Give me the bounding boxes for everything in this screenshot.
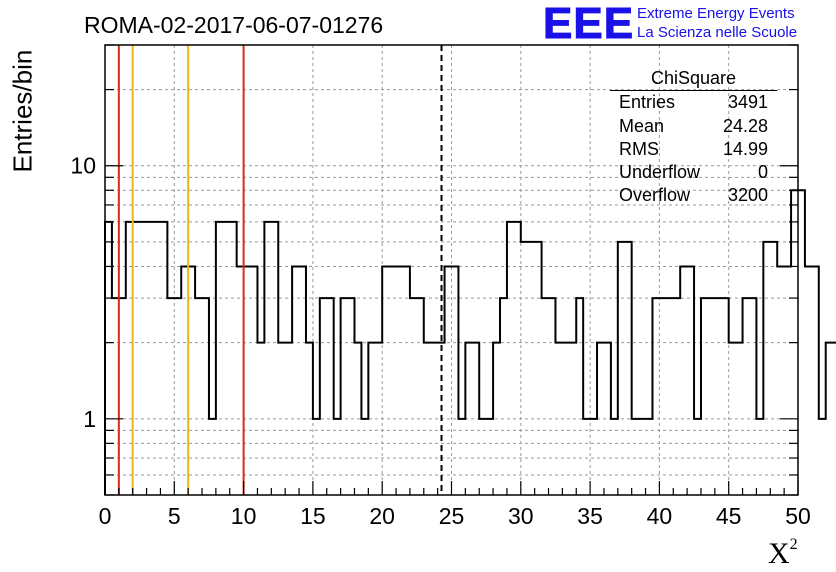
x-tick-label: 30 bbox=[508, 503, 534, 529]
x-tick-label: 20 bbox=[369, 503, 395, 529]
x-tick-label: 0 bbox=[99, 503, 112, 529]
y-tick-label: 10 bbox=[70, 153, 96, 179]
stats-label: Entries bbox=[619, 92, 676, 113]
x-tick-label: 5 bbox=[168, 503, 181, 529]
stats-row: Overflow 3200 bbox=[610, 184, 777, 207]
stats-row: Mean 24.28 bbox=[610, 115, 777, 138]
stats-label: Underflow bbox=[619, 162, 701, 183]
stats-value: 3491 bbox=[727, 92, 768, 113]
x-tick-label: 25 bbox=[439, 503, 465, 529]
x-axis-label-superscript: 2 bbox=[789, 536, 798, 553]
histogram-line bbox=[104, 189, 836, 495]
stats-label: RMS bbox=[619, 138, 659, 159]
x-tick-label: 35 bbox=[577, 503, 603, 529]
stats-row: Underflow 0 bbox=[610, 161, 777, 184]
logo-caption-line1: Extreme Energy Events bbox=[637, 5, 795, 22]
y-axis-label: Entries/bin bbox=[7, 49, 38, 173]
stats-value: 3200 bbox=[727, 185, 768, 206]
stats-value: 24.28 bbox=[722, 115, 768, 136]
stats-box: ChiSquare Entries 3491 Mean 24.28 RMS 14.99… bbox=[610, 67, 777, 208]
chart-title: ROMA-02-2017-06-07-01276 bbox=[84, 12, 384, 38]
eee-logo: EEE bbox=[542, 0, 635, 48]
logo-caption: Extreme Energy Events La Scienza nelle S… bbox=[637, 4, 797, 42]
stats-label: Overflow bbox=[619, 185, 691, 206]
x-tick-label: 10 bbox=[231, 503, 257, 529]
x-tick-label: 40 bbox=[647, 503, 673, 529]
x-axis-label-base: X bbox=[768, 537, 790, 570]
x-tick-label: 15 bbox=[300, 503, 326, 529]
stats-value: 14.99 bbox=[722, 138, 768, 159]
stats-row: Entries 3491 bbox=[610, 91, 777, 114]
x-tick-label: 45 bbox=[716, 503, 742, 529]
stats-row: RMS 14.99 bbox=[610, 138, 777, 161]
x-tick-label: 50 bbox=[785, 503, 811, 529]
logo-caption-line2: La Scienza nelle Scuole bbox=[637, 24, 798, 41]
x-axis-label: X2 bbox=[768, 536, 798, 571]
y-tick-label: 1 bbox=[83, 406, 96, 432]
stats-label: Mean bbox=[619, 115, 665, 136]
stats-value: 0 bbox=[757, 162, 768, 183]
stats-title: ChiSquare bbox=[610, 67, 777, 92]
